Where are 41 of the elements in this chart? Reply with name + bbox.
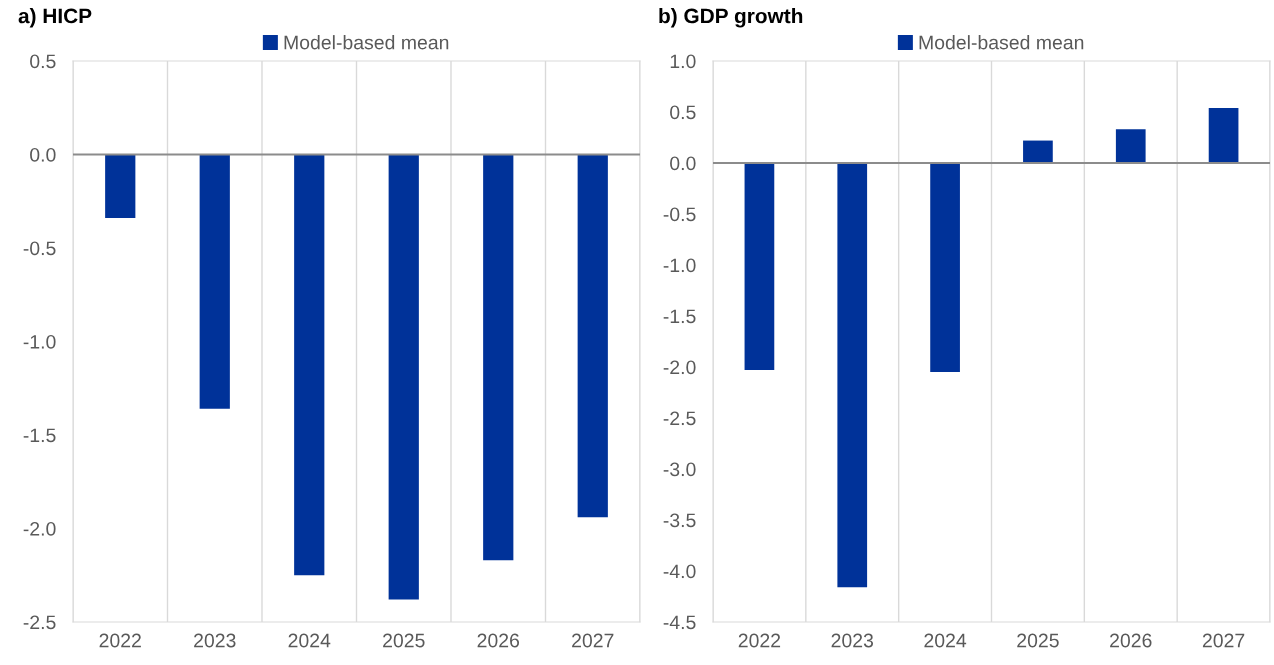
y-tick-label: 0.0: [670, 156, 696, 171]
x-tick-label: 2027: [572, 633, 614, 648]
y-tick-label: 1.0: [670, 54, 696, 69]
y-tick-label: -2.0: [663, 360, 696, 375]
y-tick-label: 0.0: [30, 147, 56, 162]
x-tick-label: 2024: [924, 633, 967, 648]
legend-label: Model-based mean: [919, 35, 1084, 50]
x-tick-label: 2022: [738, 633, 781, 648]
legend-label: Model-based mean: [284, 35, 449, 50]
bar: [1115, 129, 1146, 163]
x-tick-label: 2025: [383, 633, 425, 648]
x-tick-label: 2026: [477, 633, 520, 648]
y-tick-label: 0.5: [670, 105, 696, 120]
x-tick-label: 2026: [1110, 633, 1152, 648]
x-tick-label: 2022: [99, 633, 141, 648]
x-tick-label: 2024: [288, 633, 331, 648]
y-tick-label: -0.5: [23, 241, 56, 256]
x-tick-label: 2025: [1017, 633, 1059, 648]
bar: [837, 163, 868, 588]
y-tick-label: -4.0: [663, 564, 696, 579]
y-tick-label: -1.0: [23, 334, 56, 349]
y-tick-label: -1.0: [663, 258, 696, 273]
bar: [1208, 107, 1239, 163]
x-tick-label: 2023: [194, 633, 236, 648]
y-tick-label: -1.5: [663, 309, 696, 324]
y-tick-label: -2.5: [663, 411, 696, 426]
y-tick-label: -4.5: [663, 615, 696, 630]
y-tick-label: -3.0: [663, 462, 696, 477]
x-tick-label: 2027: [1202, 633, 1245, 648]
y-tick-label: -0.5: [663, 207, 696, 222]
chart-title: a) HICP: [18, 8, 92, 28]
y-tick-label: -1.5: [23, 428, 56, 443]
y-tick-label: 0.5: [30, 54, 56, 69]
y-tick-label: -3.5: [663, 513, 696, 528]
y-tick-label: -2.0: [23, 521, 56, 536]
bar: [744, 163, 775, 371]
bar: [1023, 140, 1053, 163]
bar: [930, 163, 960, 373]
chart-title: b) GDP growth: [659, 8, 803, 28]
y-tick-label: -2.5: [23, 615, 56, 630]
x-tick-label: 2023: [831, 633, 874, 648]
